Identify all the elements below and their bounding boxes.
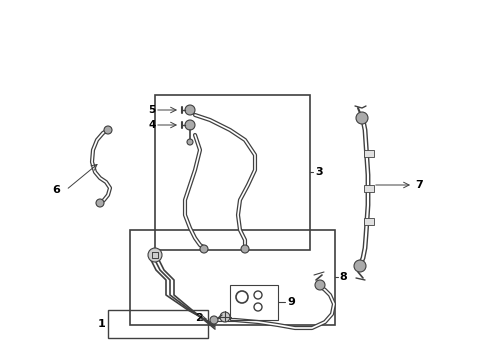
Circle shape	[148, 248, 162, 262]
Text: 2: 2	[195, 313, 203, 323]
Circle shape	[185, 105, 195, 115]
Text: 4: 4	[148, 120, 155, 130]
Text: 6: 6	[52, 185, 60, 195]
Text: 1: 1	[98, 319, 106, 329]
Text: 8: 8	[339, 272, 347, 282]
Bar	[230, 285, 278, 320]
Circle shape	[354, 260, 366, 272]
Text: 9: 9	[287, 297, 295, 307]
Bar	[155, 95, 310, 250]
Text: 7: 7	[415, 180, 423, 190]
FancyBboxPatch shape	[364, 150, 374, 157]
Circle shape	[185, 120, 195, 130]
FancyBboxPatch shape	[364, 218, 374, 225]
Text: 5: 5	[148, 105, 155, 115]
Circle shape	[210, 316, 218, 324]
Circle shape	[96, 199, 104, 207]
Circle shape	[200, 245, 208, 253]
Circle shape	[220, 312, 230, 322]
Circle shape	[187, 139, 193, 145]
Circle shape	[356, 112, 368, 124]
Bar	[130, 230, 335, 325]
Bar	[108, 310, 208, 338]
FancyBboxPatch shape	[364, 185, 374, 192]
Text: 3: 3	[315, 167, 322, 177]
Circle shape	[315, 280, 325, 290]
Circle shape	[241, 245, 249, 253]
Circle shape	[104, 126, 112, 134]
